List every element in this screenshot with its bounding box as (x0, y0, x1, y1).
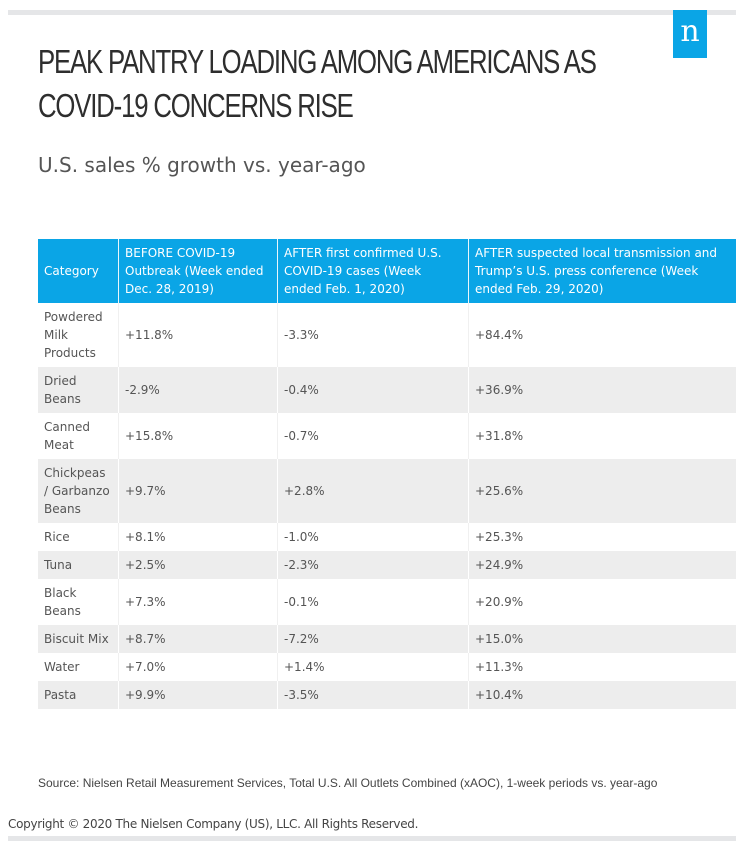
row-before-outbreak-cell: +8.7% (118, 625, 278, 653)
row-after-local-transmission-cell: +20.9% (468, 579, 736, 625)
row-after-first-cases-cell: -3.3% (277, 303, 469, 367)
top-divider-bar (8, 10, 736, 15)
row-after-first-cases-cell: +2.8% (277, 459, 469, 523)
row-category-cell: Powdered Milk Products (38, 303, 119, 367)
row-category-cell: Tuna (38, 551, 119, 579)
row-before-outbreak-cell: +7.3% (118, 579, 278, 625)
row-after-local-transmission-cell: +15.0% (468, 625, 736, 653)
bottom-divider-bar (8, 836, 736, 841)
page-title: PEAK PANTRY LOADING AMONG AMERICANS AS C… (38, 43, 597, 124)
table-header-row: Category BEFORE COVID-19 Outbreak (Week … (38, 239, 736, 303)
row-category-cell: Pasta (38, 681, 119, 709)
row-after-local-transmission-cell: +10.4% (468, 681, 736, 709)
header-category: Category (38, 239, 119, 303)
table-row: Black Beans +7.3% -0.1% +20.9% (38, 579, 736, 625)
table-row: Chickpeas / Garbanzo Beans +9.7% +2.8% +25.… (38, 459, 736, 523)
row-after-local-transmission-cell: +36.9% (468, 367, 736, 413)
row-category-cell: Canned Meat (38, 413, 119, 459)
page-subtitle: U.S. sales % growth vs. year-ago (38, 153, 366, 177)
row-after-local-transmission-cell: +84.4% (468, 303, 736, 367)
row-after-first-cases-cell: -1.0% (277, 523, 469, 551)
row-before-outbreak-cell: +2.5% (118, 551, 278, 579)
row-before-outbreak-cell: +11.8% (118, 303, 278, 367)
row-after-first-cases-cell: -3.5% (277, 681, 469, 709)
header-before-outbreak: BEFORE COVID-19 Outbreak (Week ended Dec… (118, 239, 278, 303)
table-row: Dried Beans -2.9% -0.4% +36.9% (38, 367, 736, 413)
table-row: Rice +8.1% -1.0% +25.3% (38, 523, 736, 551)
row-category-cell: Dried Beans (38, 367, 119, 413)
sales-growth-table: Category BEFORE COVID-19 Outbreak (Week … (38, 239, 736, 709)
header-after-local-transmission: AFTER suspected local transmission and T… (468, 239, 736, 303)
row-before-outbreak-cell: -2.9% (118, 367, 278, 413)
row-after-first-cases-cell: -0.7% (277, 413, 469, 459)
row-after-first-cases-cell: -0.1% (277, 579, 469, 625)
row-category-cell: Biscuit Mix (38, 625, 119, 653)
header-after-first-cases: AFTER first confirmed U.S. COVID-19 case… (277, 239, 469, 303)
row-after-local-transmission-cell: +25.6% (468, 459, 736, 523)
row-after-first-cases-cell: -0.4% (277, 367, 469, 413)
row-after-local-transmission-cell: +11.3% (468, 653, 736, 681)
table-row: Water +7.0% +1.4% +11.3% (38, 653, 736, 681)
table-row: Powdered Milk Products +11.8% -3.3% +84.4% (38, 303, 736, 367)
row-after-local-transmission-cell: +24.9% (468, 551, 736, 579)
row-category-cell: Black Beans (38, 579, 119, 625)
table-row: Pasta +9.9% -3.5% +10.4% (38, 681, 736, 709)
row-before-outbreak-cell: +8.1% (118, 523, 278, 551)
source-note: Source: Nielsen Retail Measurement Servi… (38, 776, 658, 790)
logo-letter: n (680, 14, 700, 49)
table-row: Biscuit Mix +8.7% -7.2% +15.0% (38, 625, 736, 653)
row-category-cell: Rice (38, 523, 119, 551)
row-after-first-cases-cell: +1.4% (277, 653, 469, 681)
row-before-outbreak-cell: +9.9% (118, 681, 278, 709)
nielsen-logo-icon: n (673, 10, 707, 58)
row-after-local-transmission-cell: +31.8% (468, 413, 736, 459)
row-after-first-cases-cell: -7.2% (277, 625, 469, 653)
row-after-local-transmission-cell: +25.3% (468, 523, 736, 551)
row-category-cell: Water (38, 653, 119, 681)
row-after-first-cases-cell: -2.3% (277, 551, 469, 579)
copyright-note: Copyright © 2020 The Nielsen Company (US… (8, 817, 419, 831)
row-before-outbreak-cell: +9.7% (118, 459, 278, 523)
table-row: Canned Meat +15.8% -0.7% +31.8% (38, 413, 736, 459)
row-before-outbreak-cell: +15.8% (118, 413, 278, 459)
row-category-cell: Chickpeas / Garbanzo Beans (38, 459, 119, 523)
table-row: Tuna +2.5% -2.3% +24.9% (38, 551, 736, 579)
row-before-outbreak-cell: +7.0% (118, 653, 278, 681)
